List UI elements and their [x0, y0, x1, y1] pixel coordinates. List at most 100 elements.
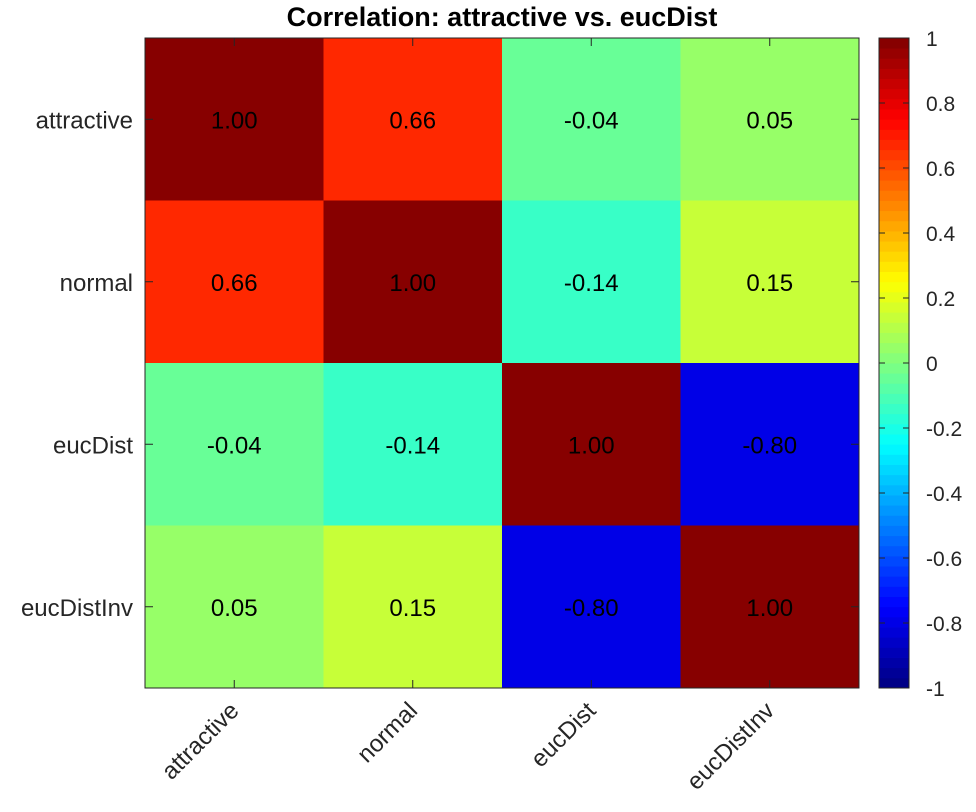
y-tick-label: attractive	[36, 107, 133, 134]
colorbar-segment	[879, 98, 909, 110]
cell-value-label-1-2: -0.14	[564, 270, 619, 297]
heatmap-cell-1-1	[323, 200, 503, 364]
cell-value-labels: 1.00 0.66 -0.04 0.05 0.66 1.00 -0.14 0.15 -0.04 -…	[207, 107, 797, 622]
y-tick-label: eucDist	[53, 432, 133, 459]
cell-value-label-1-1: 1.00	[389, 270, 436, 297]
colorbar-segment	[879, 637, 909, 648]
colorbar-segment	[879, 677, 909, 689]
y-axis-ticks: attractive normal eucDist eucDistInv	[21, 107, 859, 622]
heatmap-cell-1-2	[502, 200, 681, 364]
colorbar-segment	[879, 129, 909, 140]
colorbar-segment	[879, 302, 909, 313]
colorbar-segment	[879, 423, 909, 435]
colorbar-segment	[879, 312, 909, 323]
heatmap-cell-0-0	[145, 38, 324, 201]
colorbar: 1 0.8 0.6 0.4 0.2 0 -0.2 -0.4 -0.6 -0.8 -1	[878, 28, 963, 701]
colorbar-segment	[879, 230, 909, 242]
x-tick-label: eucDist	[526, 697, 602, 773]
x-tick-label: eucDistInv	[682, 697, 780, 795]
colorbar-segment	[879, 139, 909, 151]
heatmap-cell-2-3	[680, 363, 860, 526]
colorbar-segment	[879, 68, 909, 80]
colorbar-segment	[879, 434, 909, 445]
cell-value-label-3-2: -0.80	[564, 595, 619, 622]
heatmap-cell-2-0	[145, 363, 324, 526]
colorbar-tick-label: 0.8	[926, 93, 955, 116]
colorbar-segment	[879, 484, 909, 496]
cell-value-label-0-0: 1.00	[211, 107, 258, 134]
colorbar-segment	[879, 525, 909, 537]
heatmap-cell-1-0	[145, 200, 324, 364]
colorbar-segment	[879, 48, 909, 59]
colorbar-segment	[879, 200, 909, 212]
colorbar-segment	[879, 78, 909, 90]
chart-title: Correlation: attractive vs. eucDist	[287, 2, 718, 32]
colorbar-segment	[879, 555, 909, 567]
colorbar-segment	[879, 88, 909, 100]
x-tick-label: attractive	[157, 697, 245, 785]
colorbar-segment	[879, 261, 909, 272]
colorbar-segment	[879, 190, 909, 201]
colorbar-segment	[879, 545, 909, 557]
colorbar-tick-label: 0	[926, 353, 938, 376]
colorbar-segment	[879, 170, 909, 181]
colorbar-tick-label: 0.2	[926, 288, 955, 311]
cell-value-label-0-1: 0.66	[389, 107, 436, 134]
cell-value-label-2-2: 1.00	[568, 432, 615, 459]
heatmap-cell-3-1	[323, 525, 503, 689]
cell-value-label-3-0: 0.05	[211, 595, 258, 622]
colorbar-segment	[879, 413, 909, 425]
colorbar-segment	[879, 352, 909, 364]
colorbar-segment	[879, 535, 909, 547]
colorbar-segment	[879, 403, 909, 415]
colorbar-segment	[879, 291, 909, 303]
colorbar-segment	[879, 322, 909, 333]
cell-value-label-3-3: 1.00	[746, 595, 793, 622]
heatmap-cell-2-1	[323, 363, 503, 526]
colorbar-segment	[879, 495, 909, 506]
colorbar-segment	[879, 515, 909, 526]
colorbar-tick-label: -1	[926, 678, 945, 701]
colorbar-tick-label: -0.6	[926, 548, 962, 571]
colorbar-segment	[879, 454, 909, 465]
cell-value-label-3-1: 0.15	[389, 595, 436, 622]
colorbar-segment	[879, 596, 909, 608]
colorbar-segment	[879, 606, 909, 618]
y-tick-label: eucDistInv	[21, 595, 133, 622]
colorbar-segment	[879, 393, 909, 405]
x-tick-label: normal	[352, 697, 423, 768]
cell-value-label-0-3: 0.05	[746, 107, 793, 134]
heatmap-cell-1-3	[680, 200, 860, 364]
heatmap-cell-3-0	[145, 525, 324, 689]
colorbar-segment	[879, 586, 909, 597]
colorbar-segment	[879, 566, 909, 577]
colorbar-segment	[879, 109, 909, 120]
colorbar-segment	[879, 464, 909, 476]
cell-value-label-1-3: 0.15	[746, 270, 793, 297]
heatmap-cell-2-2	[502, 363, 681, 526]
heatmap-cell-3-3	[680, 525, 860, 689]
heatmap-cells	[145, 38, 860, 689]
colorbar-segment	[879, 383, 909, 394]
colorbar-segment	[879, 616, 909, 628]
colorbar-segment	[879, 657, 909, 669]
colorbar-segment	[879, 281, 909, 293]
cell-value-label-2-1: -0.14	[385, 432, 440, 459]
colorbar-segment	[879, 149, 909, 161]
colorbar-segment	[879, 180, 909, 191]
colorbar-tick-label: 0.4	[926, 223, 956, 246]
y-tick-label: normal	[60, 270, 133, 297]
colorbar-segment	[879, 444, 909, 455]
colorbar-segment	[879, 342, 909, 354]
cell-value-label-1-0: 0.66	[211, 270, 258, 297]
heatmap-cell-0-3	[680, 38, 860, 201]
colorbar-segment	[879, 210, 909, 222]
colorbar-segment	[879, 627, 909, 638]
colorbar-segment	[879, 474, 909, 486]
colorbar-segment	[879, 667, 909, 679]
colorbar-tick-label: 1	[926, 28, 938, 51]
colorbar-segment	[879, 220, 909, 232]
colorbar-segment	[879, 505, 909, 516]
colorbar-tick-label: -0.8	[926, 613, 962, 636]
colorbar-segment	[879, 241, 909, 252]
